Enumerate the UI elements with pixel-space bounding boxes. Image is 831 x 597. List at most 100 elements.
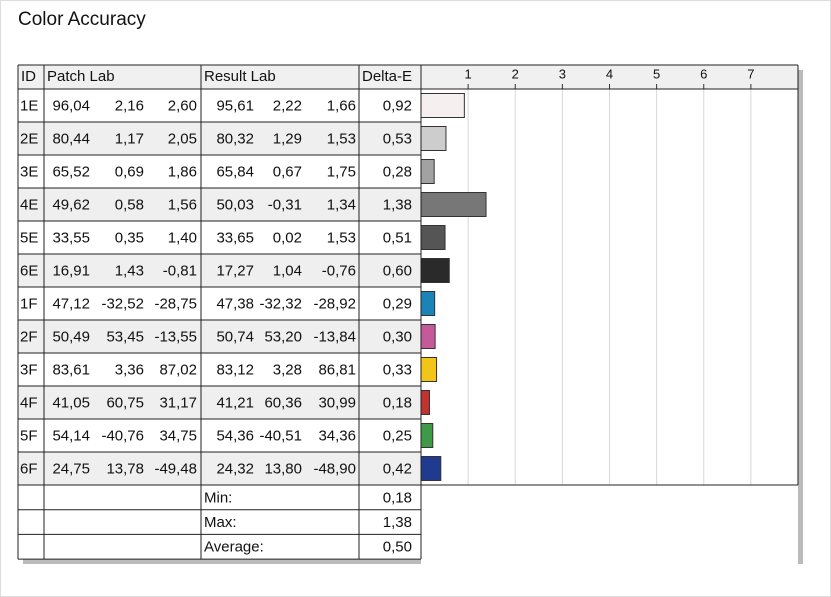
patch-lab: 2,16	[115, 97, 144, 114]
row-bg	[18, 254, 421, 287]
summary-label: Average:	[204, 539, 264, 556]
result-lab: 34,36	[318, 427, 356, 444]
patch-lab: 0,35	[115, 229, 144, 246]
patch-lab: 13,78	[106, 460, 144, 477]
row-id: 5F	[20, 427, 38, 444]
patch-lab: 49,62	[52, 196, 90, 213]
bar	[420, 126, 447, 151]
row-id: 4E	[20, 196, 38, 213]
result-lab: 2,22	[273, 97, 302, 114]
patch-lab: 47,12	[52, 295, 90, 312]
bar	[420, 390, 430, 415]
row-bg	[18, 452, 421, 485]
row-id: 3E	[20, 163, 38, 180]
row-id: 5E	[20, 229, 38, 246]
patch-lab: 50,49	[52, 328, 90, 345]
header-bg	[18, 65, 798, 89]
summary-value: 1,38	[383, 514, 412, 531]
result-lab: -28,92	[313, 295, 356, 312]
result-lab: 47,38	[216, 295, 254, 312]
header: Delta-E	[362, 68, 412, 85]
result-lab: 41,21	[216, 394, 254, 411]
result-lab: 50,03	[216, 196, 254, 213]
patch-lab: 96,04	[52, 97, 90, 114]
patch-lab: 83,61	[52, 361, 90, 378]
patch-lab: 2,05	[168, 130, 197, 147]
patch-lab: 87,02	[159, 361, 197, 378]
patch-lab: -28,75	[154, 295, 197, 312]
tick-label: 6	[700, 66, 707, 81]
tick-label: 4	[606, 66, 613, 81]
bar	[420, 291, 436, 316]
summary-label: Min:	[204, 489, 232, 506]
patch-lab: 1,17	[115, 130, 144, 147]
delta-e: 0,92	[383, 97, 412, 114]
summary-bg	[18, 485, 421, 559]
result-lab: -0,76	[322, 262, 356, 279]
row-id: 4F	[20, 394, 38, 411]
result-lab: -40,51	[259, 427, 302, 444]
tick-label: 5	[653, 66, 660, 81]
patch-lab: 41,05	[52, 394, 90, 411]
result-lab: -0,31	[268, 196, 302, 213]
result-lab: 1,53	[327, 229, 356, 246]
bar	[420, 93, 465, 118]
delta-e: 1,38	[383, 196, 412, 213]
delta-e: 0,53	[383, 130, 412, 147]
bar	[420, 456, 442, 481]
result-lab: 80,32	[216, 130, 254, 147]
delta-e: 0,51	[383, 229, 412, 246]
summary-value: 0,50	[383, 539, 412, 556]
patch-lab: 1,40	[168, 229, 197, 246]
bar	[420, 225, 446, 250]
patch-lab: 60,75	[106, 394, 144, 411]
row-bg	[18, 188, 421, 221]
patch-lab: -32,52	[101, 295, 144, 312]
bar	[420, 423, 434, 448]
result-lab: -13,84	[313, 328, 356, 345]
result-lab: 95,61	[216, 97, 254, 114]
row-bg	[18, 386, 421, 419]
row-id: 6E	[20, 262, 38, 279]
patch-lab: 1,56	[168, 196, 197, 213]
delta-e: 0,25	[383, 427, 412, 444]
patch-lab: 34,75	[159, 427, 197, 444]
result-lab: 30,99	[318, 394, 356, 411]
title: Color Accuracy	[18, 9, 146, 30]
result-lab: 83,12	[216, 361, 254, 378]
row-id: 1E	[20, 97, 38, 114]
result-lab: 1,75	[327, 163, 356, 180]
bar	[420, 357, 438, 382]
result-lab: 54,36	[216, 427, 254, 444]
result-lab: 1,66	[327, 97, 356, 114]
patch-lab: -40,76	[101, 427, 144, 444]
result-lab: 33,65	[216, 229, 254, 246]
patch-lab: 16,91	[52, 262, 90, 279]
summary-label: Max:	[204, 514, 237, 531]
header: Patch Lab	[47, 68, 115, 85]
result-lab: 0,02	[273, 229, 302, 246]
result-lab: 24,32	[216, 460, 254, 477]
delta-e: 0,33	[383, 361, 412, 378]
patch-lab: 80,44	[52, 130, 90, 147]
result-lab: 3,28	[273, 361, 302, 378]
tick-label: 7	[747, 66, 754, 81]
bar	[420, 159, 435, 184]
patch-lab: 1,86	[168, 163, 197, 180]
result-lab: 17,27	[216, 262, 254, 279]
row-id: 3F	[20, 361, 38, 378]
delta-e: 0,18	[383, 394, 412, 411]
header: Result Lab	[204, 68, 276, 85]
patch-lab: 33,55	[52, 229, 90, 246]
patch-lab: 65,52	[52, 163, 90, 180]
patch-lab: -13,55	[154, 328, 197, 345]
result-lab: 1,04	[273, 262, 302, 279]
bar	[420, 324, 436, 349]
table: 1 2 3 4 5 6 7 ID Patch Lab Result Lab Delta-E 1E 96,…	[17, 64, 799, 560]
result-lab: 1,34	[327, 196, 356, 213]
result-lab: 65,84	[216, 163, 254, 180]
delta-e: 0,42	[383, 460, 412, 477]
result-lab: 0,67	[273, 163, 302, 180]
row-id: 2E	[20, 130, 38, 147]
row-id: 2F	[20, 328, 38, 345]
